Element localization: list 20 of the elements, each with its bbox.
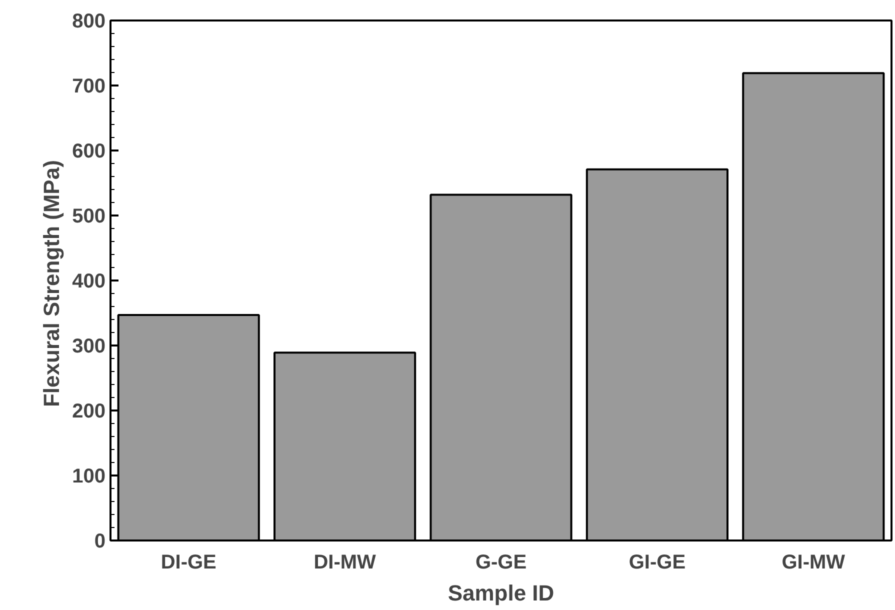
y-tick-label: 200 xyxy=(72,400,106,422)
bar xyxy=(586,168,728,540)
x-tick-label: G-GE xyxy=(475,552,527,574)
y-tick-label: 700 xyxy=(72,76,106,98)
y-tick-label: 400 xyxy=(72,270,106,292)
x-axis-title: Sample ID xyxy=(448,580,554,606)
x-tick-label: GI-MW xyxy=(782,552,846,574)
y-tick-label: 100 xyxy=(72,466,106,488)
y-tick-label: 300 xyxy=(72,336,106,358)
y-tick-label: 800 xyxy=(72,10,106,32)
bar xyxy=(430,194,572,540)
x-tick-label: GI-GE xyxy=(628,552,686,574)
x-tick-label: DI-MW xyxy=(314,552,376,574)
y-tick-label: 500 xyxy=(72,206,106,228)
bar xyxy=(742,72,885,540)
x-tick-label: DI-GE xyxy=(160,552,216,574)
bar xyxy=(274,352,416,540)
y-tick-label: 0 xyxy=(94,530,106,552)
y-tick-label: 600 xyxy=(72,140,106,162)
y-axis-title: Flexural Strength (MPa) xyxy=(39,160,64,408)
